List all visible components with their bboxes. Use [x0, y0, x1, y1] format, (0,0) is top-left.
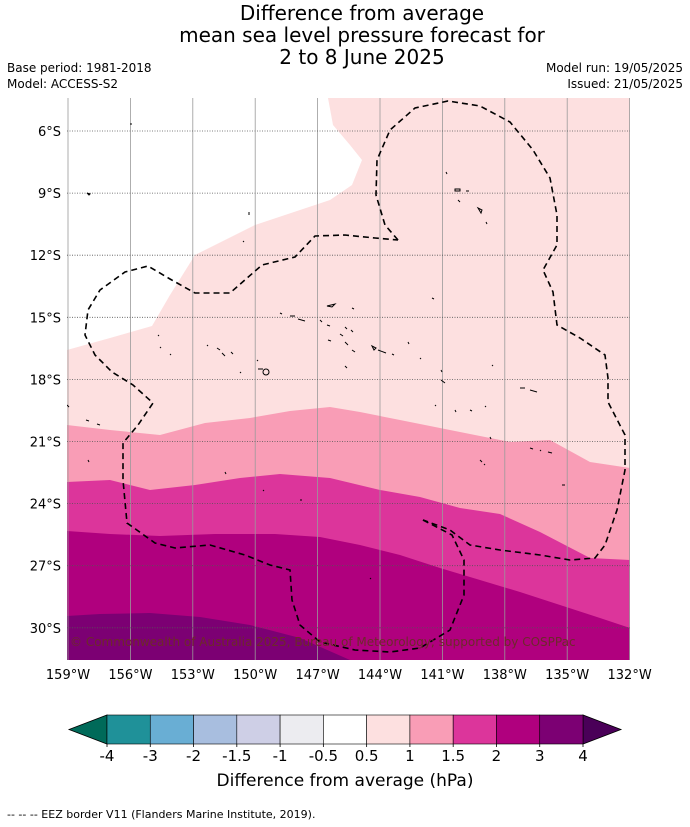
eez-border — [84, 100, 626, 653]
longitude-tick-label: 150°W — [233, 668, 277, 683]
copyright-notice: © Commonwealth of Australia 2025, Bureau… — [70, 635, 576, 649]
latitude-labels: 6°S 9°S 12°S 15°S 18°S 21°S 24°S 27°S 30°S — [30, 125, 61, 637]
colorbar-swatch — [279, 714, 324, 745]
colorbar-swatch — [193, 714, 238, 745]
longitude-tick-label: 147°W — [296, 668, 340, 683]
map-plot-area: © Commonwealth of Australia 2025, Bureau… — [67, 98, 630, 660]
colorbar-tick-label: -3 — [143, 747, 158, 765]
meta-right: Model run: 19/05/2025 Issued: 21/05/2025 — [546, 60, 683, 92]
band-3-to-4 — [67, 613, 350, 660]
longitude-tick-label: 159°W — [46, 668, 90, 683]
latitude-tick-label: 6°S — [38, 125, 61, 140]
longitude-tick-label: 144°W — [358, 668, 402, 683]
colorbar-swatch — [366, 714, 411, 745]
colorbar-swatch — [539, 714, 584, 745]
latitude-tick-label: 9°S — [38, 187, 61, 202]
colorbar-swatch — [236, 714, 281, 745]
colorbar-swatch — [496, 714, 541, 745]
colorbar-title: Difference from average (hPa) — [216, 771, 474, 791]
colorbar-tick-label: 2 — [492, 747, 502, 765]
colorbar-tick-label: -0.5 — [309, 747, 338, 765]
colorbar-tick-label: -1 — [273, 747, 288, 765]
latitude-tick-label: 27°S — [30, 560, 61, 575]
longitude-tick-label: 138°W — [483, 668, 527, 683]
colorbar-swatch — [106, 714, 151, 745]
issued-date: Issued: 21/05/2025 — [567, 77, 683, 91]
colorbar-swatch — [323, 714, 367, 745]
longitude-tick-label: 141°W — [420, 668, 464, 683]
islands — [67, 123, 565, 580]
colorbar-over-arrow — [582, 714, 623, 745]
longitude-labels: 159°W 156°W 153°W 150°W 147°W 144°W 141°W 138°W… — [46, 668, 652, 683]
longitude-tick-label: 156°W — [108, 668, 152, 683]
model-name: Model: ACCESS-S2 — [7, 77, 119, 91]
latitude-tick-label: 15°S — [30, 311, 61, 326]
colorbar-tick-label: 3 — [535, 747, 545, 765]
longitude-tick-label: 135°W — [545, 668, 589, 683]
latitude-tick-label: 30°S — [30, 622, 61, 637]
graticule — [67, 98, 630, 660]
latitude-tick-label: 21°S — [30, 436, 61, 451]
title-line-1: Difference from average — [239, 1, 485, 25]
map-title: Difference from average mean sea level p… — [0, 2, 690, 68]
meta-left: Base period: 1981-2018 Model: ACCESS-S2 — [7, 60, 152, 92]
latitude-tick-label: 12°S — [30, 249, 61, 264]
colorbar-swatch — [452, 714, 497, 745]
base-period: Base period: 1981-2018 — [7, 61, 152, 75]
colorbar-tick-label: 4 — [578, 747, 588, 765]
longitude-tick-label: 132°W — [608, 668, 652, 683]
colorbar-tick-label: -2 — [186, 747, 201, 765]
colorbar-tick-label: -4 — [100, 747, 115, 765]
colorbar-tick-label: -1.5 — [222, 747, 251, 765]
colorbar: -4 -3 -2 -1.5 -1 -0.5 0.5 1 1.5 2 3 4 — [67, 714, 623, 765]
title-line-3: 2 to 8 June 2025 — [279, 45, 445, 69]
eez-footnote: -- -- -- EEZ border V11 (Flanders Marine… — [7, 808, 316, 821]
title-line-2: mean sea level pressure forecast for — [179, 23, 545, 47]
colorbar-under-arrow — [67, 714, 108, 745]
longitude-tick-label: 153°W — [171, 668, 215, 683]
latitude-tick-label: 24°S — [30, 498, 61, 513]
colorbar-tick-label: 0.5 — [355, 747, 379, 765]
colorbar-swatch — [149, 714, 194, 745]
colorbar-tick-label: 1 — [405, 747, 415, 765]
colorbar-tick-label: 1.5 — [441, 747, 465, 765]
latitude-tick-label: 18°S — [30, 373, 61, 388]
model-run: Model run: 19/05/2025 — [545, 61, 683, 75]
colorbar-swatch — [409, 714, 454, 745]
